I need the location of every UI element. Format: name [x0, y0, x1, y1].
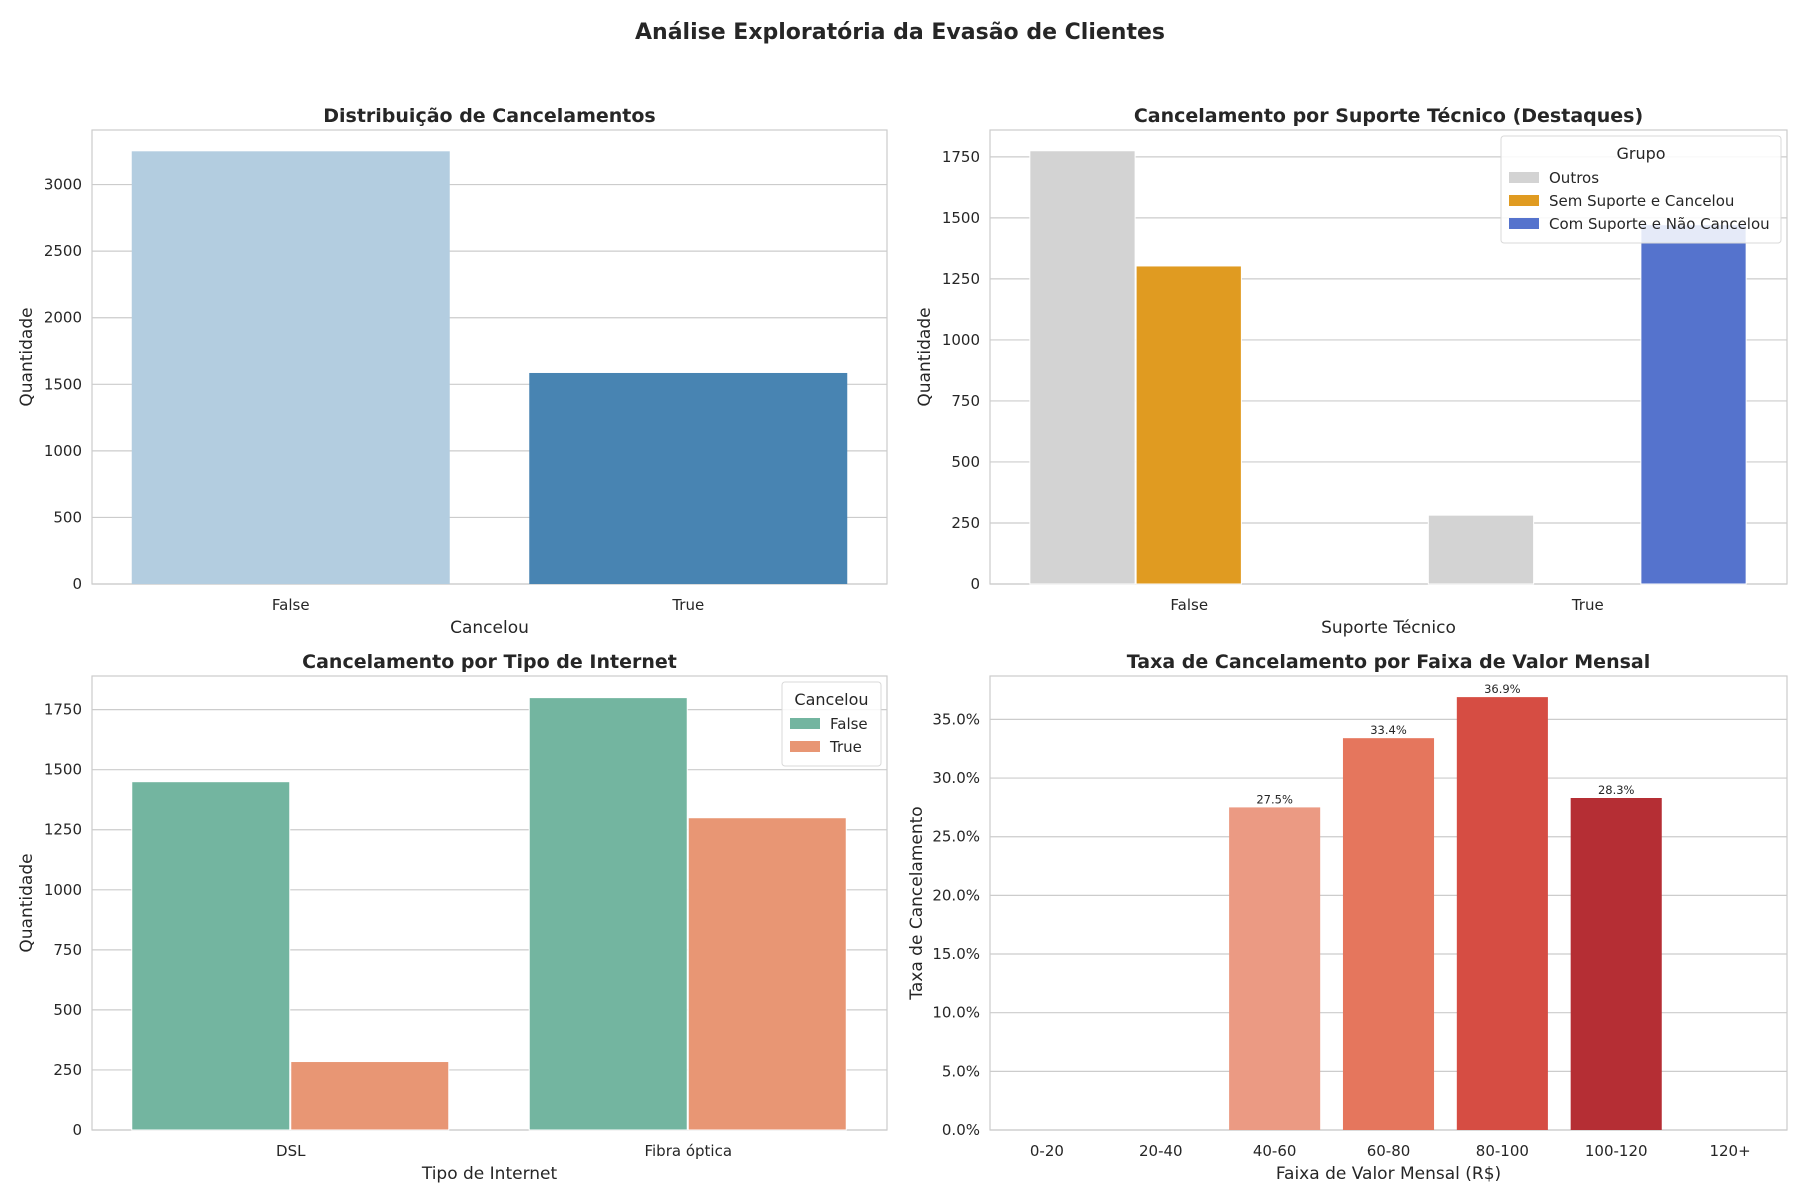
- legend: [1500, 135, 1782, 244]
- bar: [1229, 807, 1321, 1130]
- bar: [1342, 738, 1435, 1130]
- bar: [1640, 224, 1747, 585]
- y-tick-label: 5.0%: [942, 1062, 980, 1080]
- x-tick-label: False: [1170, 596, 1208, 614]
- y-tick-label: 3000: [44, 176, 82, 194]
- y-tick-label: 30.0%: [932, 769, 980, 787]
- y-tick-label: 500: [53, 1001, 82, 1019]
- chart-monthly-value-rate: 0.0% 5.0% 10.0% 15.0% 20.0% 25.0% 30.0% 35.0% Ta…: [907, 651, 1788, 1184]
- y-tick-label: 1000: [44, 442, 82, 460]
- x-axis-label: Cancelou: [450, 618, 529, 638]
- bar: [131, 781, 291, 1131]
- legend-label: False: [830, 715, 868, 733]
- y-axis-label: Taxa de Cancelamento: [907, 806, 927, 1000]
- y-tick-label: 1250: [44, 821, 82, 839]
- y-tick-label: 20.0%: [932, 886, 980, 904]
- bar: [1570, 798, 1662, 1130]
- legend-swatch: [1509, 172, 1539, 183]
- data-label: 36.9%: [1484, 682, 1521, 696]
- y-tick-label: 1500: [44, 375, 82, 393]
- data-label: 28.3%: [1598, 783, 1635, 797]
- chart-title: Distribuição de Cancelamentos: [323, 105, 655, 127]
- y-tick-label: 250: [951, 514, 980, 532]
- legend-label: Outros: [1549, 169, 1599, 187]
- y-tick-label: 0: [72, 575, 82, 593]
- x-tick-label: True: [671, 596, 704, 614]
- x-axis-label: Suporte Técnico: [1321, 618, 1456, 638]
- legend-swatch: [790, 718, 820, 729]
- y-tick-label: 1500: [942, 209, 980, 227]
- x-tick-label: 120+: [1709, 1142, 1750, 1160]
- x-tick-label: Fibra óptica: [644, 1142, 732, 1160]
- legend-swatch: [1509, 195, 1539, 206]
- x-tick-label: DSL: [276, 1142, 306, 1160]
- legend-title: Grupo: [1616, 144, 1665, 163]
- chart-cancellation-distribution: 0 500 1000 1500 2000 2500 3000 Distribuição de …: [17, 105, 888, 638]
- x-tick-label: 60-80: [1367, 1142, 1411, 1160]
- y-tick-label: 750: [53, 941, 82, 959]
- x-axis-label: Tipo de Internet: [421, 1164, 558, 1184]
- x-tick-label: 20-40: [1139, 1142, 1183, 1160]
- y-tick-label: 1500: [44, 761, 82, 779]
- y-tick-label: 35.0%: [932, 710, 980, 728]
- chart-title: Taxa de Cancelamento por Faixa de Valor …: [1127, 651, 1651, 673]
- x-tick-label: False: [272, 596, 310, 614]
- figure-title: Análise Exploratória da Evasão de Client…: [635, 20, 1165, 45]
- y-tick-label: 500: [951, 453, 980, 471]
- data-label: 33.4%: [1370, 723, 1407, 737]
- x-axis-label: Faixa de Valor Mensal (R$): [1276, 1164, 1501, 1184]
- chart-title: Cancelamento por Tipo de Internet: [302, 651, 677, 673]
- bar: [1456, 697, 1548, 1130]
- chart-tech-support-highlights: 0 250 500 750 1000 1250 1500 1750 Cancelamento p…: [915, 105, 1788, 638]
- y-tick-label: 1750: [44, 701, 82, 719]
- bar: [1029, 150, 1136, 585]
- y-axis-label: Quantidade: [17, 307, 37, 406]
- legend-label: Sem Suporte e Cancelou: [1549, 192, 1734, 210]
- y-tick-label: 250: [53, 1061, 82, 1079]
- x-tick-label: 100-120: [1585, 1142, 1648, 1160]
- legend-swatch: [790, 741, 820, 752]
- y-tick-label: 0.0%: [942, 1121, 980, 1139]
- bar: [1427, 514, 1535, 585]
- y-tick-label: 500: [53, 508, 82, 526]
- legend-title: Cancelou: [794, 690, 868, 709]
- bar: [529, 372, 848, 584]
- y-tick-label: 2000: [44, 309, 82, 327]
- y-tick-label: 1750: [942, 148, 980, 166]
- bar: [1135, 265, 1242, 585]
- y-tick-label: 1000: [44, 881, 82, 899]
- y-axis-label: Quantidade: [17, 853, 37, 952]
- y-tick-label: 10.0%: [932, 1004, 980, 1022]
- bar: [131, 151, 450, 584]
- y-tick-label: 0: [970, 575, 980, 593]
- legend-label: Com Suporte e Não Cancelou: [1549, 215, 1770, 233]
- bar: [528, 697, 688, 1131]
- data-label: 27.5%: [1256, 792, 1293, 806]
- x-tick-label: 40-60: [1253, 1142, 1297, 1160]
- y-axis-label: Quantidade: [915, 307, 935, 406]
- x-tick-label: True: [1571, 596, 1604, 614]
- y-tick-label: 750: [951, 392, 980, 410]
- chart-title: Cancelamento por Suporte Técnico (Destaq…: [1134, 105, 1643, 127]
- y-tick-label: 0: [72, 1121, 82, 1139]
- y-tick-label: 15.0%: [932, 945, 980, 963]
- y-tick-label: 25.0%: [932, 828, 980, 846]
- chart-internet-type: 0 250 500 750 1000 1250 1500 1750 Cancelamento p…: [17, 651, 888, 1184]
- y-tick-label: 1000: [942, 331, 980, 349]
- y-tick-label: 1250: [942, 270, 980, 288]
- legend-label: True: [829, 738, 862, 756]
- y-tick-label: 2500: [44, 242, 82, 260]
- x-tick-label: 80-100: [1476, 1142, 1529, 1160]
- bar: [290, 1061, 450, 1131]
- x-tick-label: 0-20: [1030, 1142, 1064, 1160]
- legend-swatch: [1509, 218, 1539, 229]
- bar: [687, 817, 847, 1131]
